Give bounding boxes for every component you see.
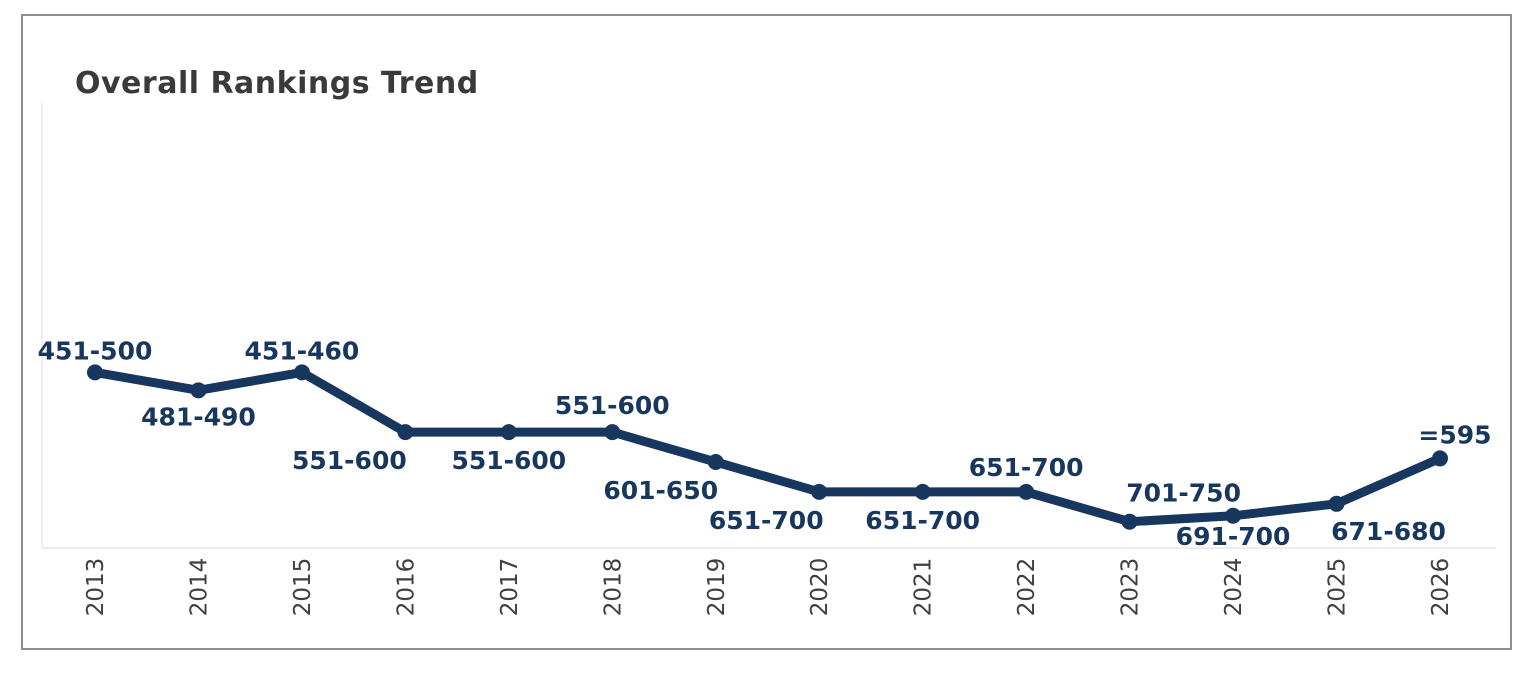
- data-label-2019: 601-650: [603, 476, 718, 505]
- data-point-2014: [190, 382, 207, 399]
- x-tick-label-2015: 2015: [290, 558, 316, 617]
- x-tick-label-2014: 2014: [186, 558, 212, 617]
- data-point-2013: [87, 364, 103, 381]
- data-label-2016: 551-600: [292, 446, 407, 475]
- data-point-2025: [1328, 495, 1345, 512]
- data-point-2022: [1018, 483, 1035, 500]
- data-point-2020: [811, 483, 828, 500]
- data-point-2018: [604, 424, 621, 441]
- x-tick-label-2021: 2021: [911, 558, 937, 617]
- data-label-2024: 691-700: [1176, 522, 1291, 551]
- data-label-2026: =595: [1418, 420, 1491, 449]
- data-label-2021: 651-700: [865, 506, 980, 535]
- x-tick-label-2024: 2024: [1221, 558, 1247, 617]
- x-tick-label-2020: 2020: [807, 558, 833, 617]
- x-tick-label-2016: 2016: [393, 558, 419, 617]
- x-tick-label-2018: 2018: [600, 558, 626, 617]
- data-label-2020: 651-700: [709, 506, 824, 535]
- data-label-2023: 701-750: [1126, 479, 1241, 508]
- data-point-2021: [914, 483, 931, 500]
- data-label-2022: 651-700: [969, 453, 1084, 482]
- chart-frame: Overall Rankings Trend: [21, 14, 1512, 650]
- x-tick-label-2013: 2013: [83, 558, 109, 617]
- data-point-2017: [500, 424, 517, 441]
- data-point-2024: [1225, 507, 1242, 524]
- data-point-2023: [1121, 513, 1138, 530]
- x-tick-label-2026: 2026: [1428, 558, 1454, 617]
- data-point-2015: [293, 364, 310, 381]
- data-label-2025: 671-680: [1331, 517, 1446, 546]
- data-label-2014: 481-490: [141, 402, 256, 431]
- data-label-2015: 451-460: [245, 336, 360, 365]
- x-tick-label-2017: 2017: [497, 558, 523, 617]
- data-point-2026: [1431, 450, 1448, 467]
- trend-line: [90, 367, 1445, 527]
- data-label-2017: 551-600: [451, 446, 566, 475]
- x-tick-label-2022: 2022: [1014, 558, 1040, 617]
- x-tick-label-2019: 2019: [704, 558, 730, 617]
- data-label-2013: 451-500: [38, 336, 153, 365]
- data-point-2019: [707, 453, 724, 470]
- x-tick-label-2023: 2023: [1118, 558, 1144, 617]
- chart-title: Overall Rankings Trend: [75, 66, 479, 101]
- x-tick-label-2025: 2025: [1325, 558, 1351, 617]
- data-point-2016: [397, 424, 414, 441]
- data-label-2018: 551-600: [555, 391, 670, 420]
